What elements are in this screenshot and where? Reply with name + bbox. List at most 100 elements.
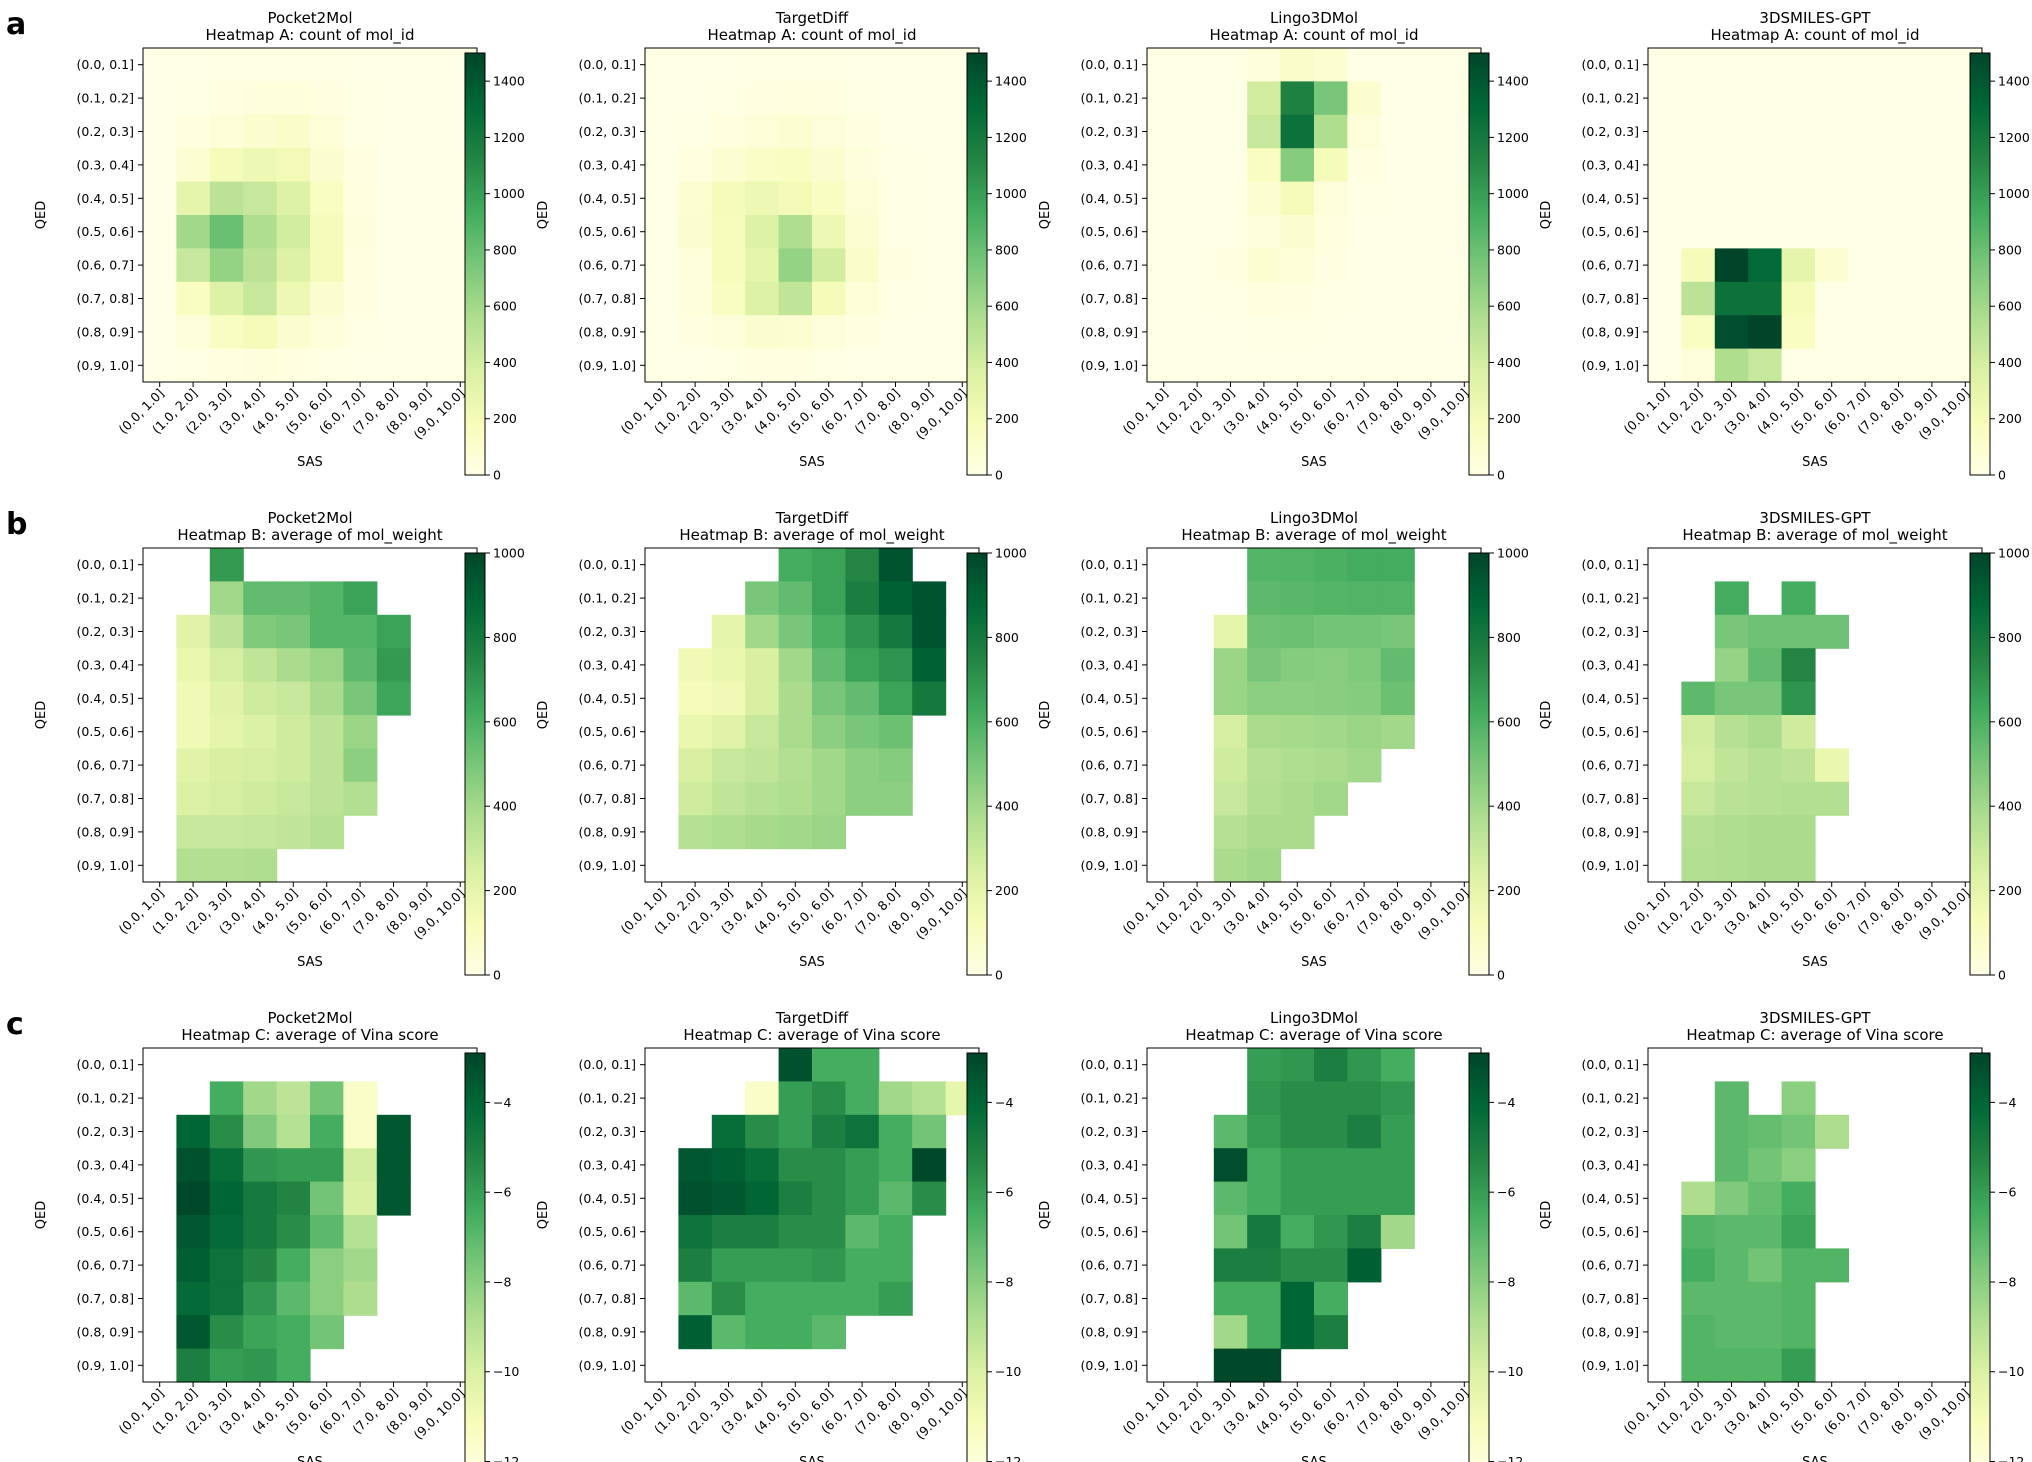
heatmap-cell [745, 581, 780, 616]
heatmap-cell [912, 215, 947, 249]
heatmap-cell [1247, 281, 1282, 316]
heatmap-cell [1213, 1215, 1248, 1249]
heatmap-cell [209, 348, 244, 383]
heatmap-cell [1648, 114, 1682, 149]
y-tick-label: (0.2, 0.3] [579, 624, 636, 639]
heatmap-cell [276, 1315, 311, 1350]
heatmap-cell [1347, 181, 1382, 216]
y-tick-label: (0.4, 0.5] [77, 191, 134, 206]
heatmap-cell [1681, 1281, 1716, 1316]
heatmap-cell [1247, 648, 1282, 683]
heatmap-cell [1848, 215, 1883, 249]
y-tick-label: (0.9, 1.0] [77, 858, 134, 873]
heatmap-cell [410, 181, 445, 216]
heatmap-cell [1280, 715, 1315, 749]
heatmap-cell [276, 1181, 311, 1216]
heatmap-cell [711, 215, 746, 249]
heatmap-cell [1247, 1081, 1282, 1116]
heatmap-cell [243, 1148, 278, 1183]
heatmap-cell [1380, 114, 1415, 149]
heatmap-cell [1247, 1215, 1282, 1249]
heatmap-cell [1380, 1048, 1415, 1082]
heatmap-cell [310, 1148, 344, 1183]
heatmap-cell [711, 781, 746, 816]
heatmap-cell [778, 715, 813, 749]
heatmap-cell [878, 1114, 913, 1149]
heatmap-cell [1280, 748, 1315, 783]
colorbar-tick-label: 200 [1497, 411, 1521, 426]
heatmap-cell [1881, 148, 1916, 183]
heatmap-cell [878, 1181, 913, 1216]
heatmap-cell [1881, 114, 1916, 149]
heatmap-cell [1147, 148, 1181, 183]
heatmap-cell [143, 248, 177, 283]
heatmap-cell [1314, 1281, 1348, 1316]
heatmap-cell [209, 1114, 244, 1149]
heatmap-cell [343, 315, 378, 350]
y-tick-label: (0.3, 0.4] [1582, 157, 1639, 172]
heatmap-cell [1380, 148, 1415, 183]
heatmap-cell [143, 114, 177, 149]
y-axis-label: QED [536, 201, 551, 229]
heatmap-cell [812, 81, 846, 116]
heatmap-cell [1347, 114, 1382, 149]
heatmap-cell [1247, 581, 1282, 616]
heatmap-cell [912, 581, 947, 616]
panel-model-title: Pocket2Mol [267, 509, 352, 527]
heatmap-cell [1314, 648, 1348, 683]
heatmap-cell [845, 581, 880, 616]
heatmap-cell [1815, 1248, 1849, 1283]
heatmap-cell [1180, 248, 1215, 283]
heatmap-cell [1781, 1114, 1816, 1149]
heatmap-cell [1247, 781, 1282, 816]
y-tick-label: (0.8, 0.9] [1081, 324, 1138, 339]
x-axis-label: SAS [799, 1455, 825, 1462]
heatmap-cell [1280, 114, 1315, 149]
y-tick-label: (0.1, 0.2] [579, 91, 636, 106]
heatmap-cell [1213, 48, 1248, 82]
heatmap-cell [1714, 348, 1749, 383]
heatmap-cell [343, 48, 378, 82]
heatmap-cell [711, 181, 746, 216]
heatmap-cell [1714, 848, 1749, 883]
colorbar [966, 52, 988, 476]
heatmap-cell [1280, 348, 1315, 383]
y-tick-label: (0.7, 0.8] [1582, 291, 1639, 306]
heatmap-cell [1180, 114, 1215, 149]
heatmap-cell [1848, 181, 1883, 216]
heatmap-cell [410, 48, 445, 82]
heatmap-cell [209, 614, 244, 649]
y-tick-label: (0.0, 0.1] [77, 557, 134, 572]
heatmap-cell [376, 48, 411, 82]
panel-subtitle: Heatmap B: average of mol_weight [679, 526, 944, 545]
heatmap-cell [276, 1281, 311, 1316]
colorbar-tick-label: 1000 [995, 546, 1027, 561]
heatmap-cell [845, 215, 880, 249]
heatmap-cell [243, 781, 278, 816]
heatmap-cell [1781, 581, 1816, 616]
heatmap-cell [878, 748, 913, 783]
heatmap-cell [845, 114, 880, 149]
heatmap-cell [1280, 1215, 1315, 1249]
panel-subtitle: Heatmap B: average of mol_weight [177, 526, 442, 545]
heatmap-cell [1781, 815, 1816, 850]
y-tick-label: (0.8, 0.9] [77, 324, 134, 339]
heatmap-cell [410, 148, 445, 183]
heatmap-cell [176, 715, 211, 749]
x-axis-label: SAS [799, 455, 825, 470]
heatmap-cell [1147, 181, 1181, 216]
heatmap-cell [1681, 848, 1716, 883]
heatmap-cell [209, 281, 244, 316]
y-tick-label: (0.5, 0.6] [1081, 224, 1138, 239]
colorbar-tick-label: −12 [995, 1454, 1021, 1462]
heatmap-cell [845, 1248, 880, 1283]
heatmap-cell [1280, 48, 1315, 82]
y-axis-label: QED [1539, 201, 1554, 229]
heatmap-cell [1414, 348, 1449, 383]
colorbar-tick-label: 1200 [1998, 130, 2030, 145]
heatmap-cell [1681, 181, 1716, 216]
heatmap-cell [812, 648, 846, 683]
heatmap-cell [1781, 148, 1816, 183]
heatmap-cell [912, 248, 947, 283]
y-axis-label: QED [1038, 201, 1053, 229]
